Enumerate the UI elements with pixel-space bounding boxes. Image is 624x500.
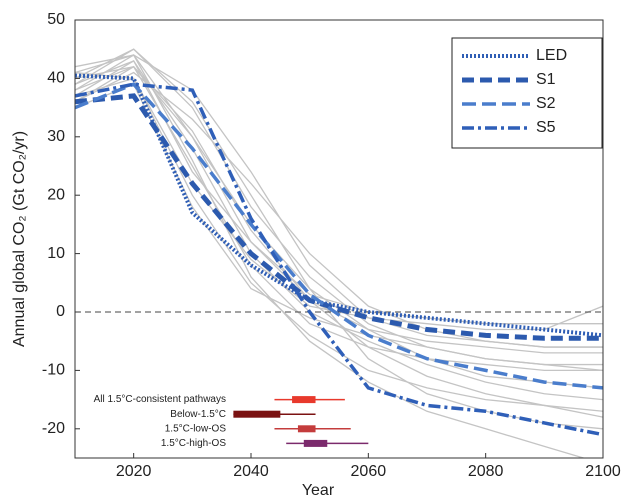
series-line <box>75 93 603 341</box>
y-axis-label: Annual global CO₂ (Gt CO₂/yr) <box>11 131 28 347</box>
range-box <box>303 439 328 447</box>
y-tick-label: 10 <box>47 245 65 262</box>
y-tick-label: -10 <box>42 362 65 379</box>
y-tick-label: -20 <box>42 420 65 437</box>
legend-label: LED <box>536 47 567 64</box>
y-tick-label: 50 <box>47 11 65 28</box>
x-tick-label: 2020 <box>116 463 152 480</box>
y-tick-label: 40 <box>47 70 65 87</box>
overlay: 2020 2040 2060 2080 2100 -20 -10 0 10 20 30 40 50 All… <box>42 11 621 480</box>
plot-area <box>75 48 603 458</box>
x-tick-label: 2040 <box>233 463 269 480</box>
range-box <box>292 396 316 404</box>
range-label: 1.5°C-low-OS <box>165 423 227 434</box>
range-label: Below-1.5°C <box>170 409 226 420</box>
series-line <box>75 73 603 338</box>
range-label: All 1.5°C-consistent pathways <box>94 394 226 405</box>
legend-label: S1 <box>536 71 556 88</box>
background-pathway <box>75 65 603 418</box>
x-tick-label: 2060 <box>351 463 387 480</box>
plot-frame <box>74 19 604 459</box>
y-tick-label: 0 <box>56 303 65 320</box>
y-tick-label: 30 <box>47 128 65 145</box>
x-tick-label: 2100 <box>585 463 621 480</box>
legend-label: S2 <box>536 95 556 112</box>
y-tick-label: 20 <box>47 186 65 203</box>
background-pathway <box>75 54 603 348</box>
range-box <box>233 410 281 418</box>
series-line <box>75 82 603 437</box>
x-axis-label: Year <box>302 482 335 499</box>
range-box <box>297 425 316 433</box>
legend-label: S5 <box>536 119 556 136</box>
series-line <box>75 82 603 390</box>
background-pathway <box>75 54 586 458</box>
range-label: 1.5°C-high-OS <box>161 438 226 449</box>
x-tick-label: 2080 <box>468 463 504 480</box>
